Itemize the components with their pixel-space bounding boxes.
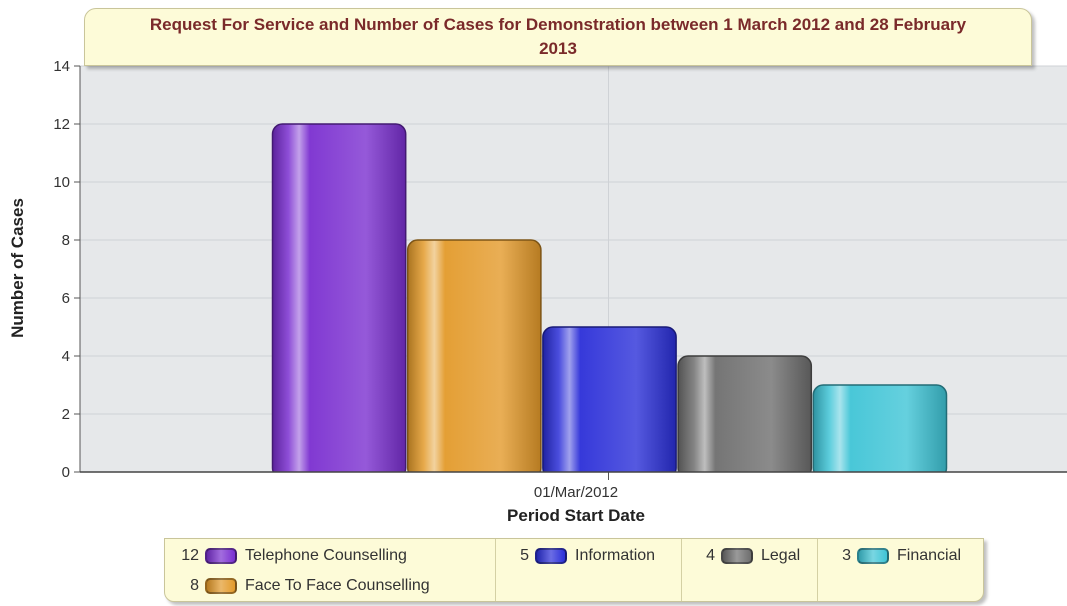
y-tick-label: 2	[62, 406, 70, 423]
x-axis-label: Period Start Date	[507, 506, 645, 525]
y-tick-label: 12	[53, 116, 70, 133]
bar-information	[542, 326, 677, 472]
y-axis-label: Number of Cases	[8, 198, 27, 338]
y-axis-ticks: 0 2 4 6 8 10 12 14	[53, 58, 80, 481]
legend-item-label: Legal	[761, 547, 801, 564]
bar-financial	[812, 384, 948, 472]
legend-swatch	[857, 548, 889, 564]
y-tick-label: 8	[62, 232, 70, 249]
legend-item-information[interactable]: 5 Information	[503, 547, 655, 565]
y-tick-label: 4	[62, 348, 70, 365]
legend-item-value: 3	[842, 547, 851, 564]
bars	[271, 123, 948, 472]
legend-item-telephone-counselling[interactable]: 12 Telephone Counselling	[173, 547, 407, 565]
legend-item-label: Financial	[897, 547, 962, 564]
bar-legal	[677, 355, 813, 472]
legend-swatch	[205, 578, 237, 594]
y-tick-label: 10	[53, 174, 70, 191]
y-tick-label: 0	[62, 464, 70, 481]
legend-item-legal[interactable]: 4 Legal	[689, 547, 800, 565]
legend-divider	[817, 539, 818, 601]
legend: 12 Telephone Counselling 8 Face To Face Cou…	[164, 538, 984, 602]
chart-title-text: Request For Service and Number of Cases …	[149, 15, 967, 58]
legend-item-value: 4	[706, 547, 715, 564]
y-tick-label: 6	[62, 290, 70, 307]
legend-item-label: Face To Face Counselling	[245, 577, 430, 594]
legend-divider	[495, 539, 496, 601]
bar-telephone-counselling	[271, 123, 407, 472]
legend-swatch	[535, 548, 567, 564]
legend-item-value: 5	[520, 547, 529, 564]
legend-item-label: Telephone Counselling	[245, 547, 407, 564]
legend-item-value: 8	[190, 577, 199, 594]
x-tick-label: 01/Mar/2012	[533, 484, 619, 501]
legend-swatch	[205, 548, 237, 564]
chart-title: Request For Service and Number of Cases …	[84, 8, 1032, 66]
legend-swatch	[721, 548, 753, 564]
legend-item-financial[interactable]: 3 Financial	[825, 547, 961, 565]
legend-item-label: Information	[575, 547, 656, 564]
y-tick-label: 14	[53, 58, 70, 75]
legend-item-value: 12	[181, 547, 199, 564]
legend-item-face-to-face-counselling[interactable]: 8 Face To Face Counselling	[173, 577, 430, 595]
bar-face-to-face-counselling	[406, 239, 542, 472]
legend-divider	[681, 539, 682, 601]
